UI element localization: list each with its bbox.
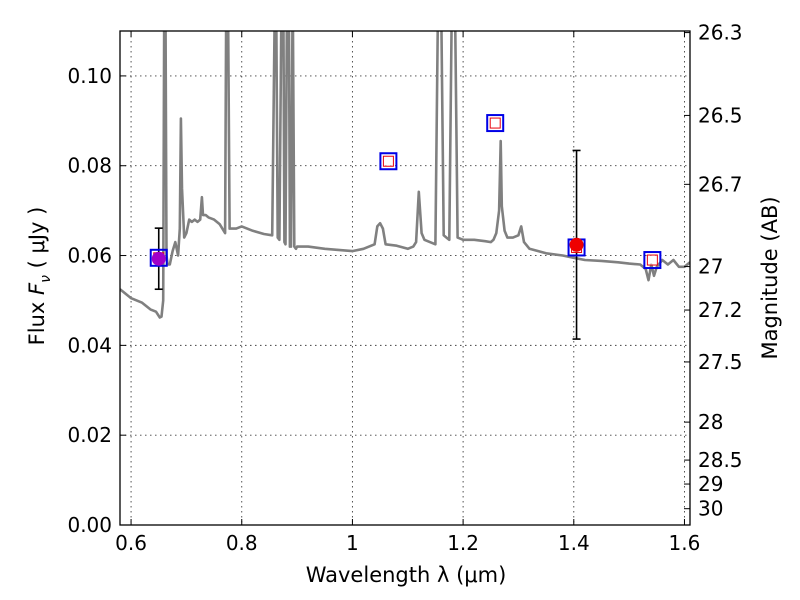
y2-tick-label: 29 [698,472,723,496]
y-axis-ticks: 0.00 0.02 0.04 0.06 0.08 0.10 [67,64,126,537]
y-tick-label: 0.06 [67,244,112,268]
y2-axis-label: Magnitude (AB) [758,196,782,359]
y2-tick-label: 26.7 [698,172,743,196]
observed-photometry-series [151,237,584,266]
y-axis-label-suffix: ( μJy ) [25,207,49,275]
y2-tick-label: 28.5 [698,448,743,472]
synthetic-photometry-point [489,117,501,129]
y2-tick-label: 30 [698,497,723,521]
filter-box-marker [379,152,398,171]
y-tick-label: 0.10 [67,64,112,88]
x-tick-label: 1.2 [447,531,479,555]
y2-tick-label: 26.3 [698,21,743,45]
observed-photometry-point [151,251,166,266]
y-tick-label: 0.08 [67,154,112,178]
y2-tick-label: 27.5 [698,350,743,374]
x-tick-label: 1 [346,531,359,555]
y2-tick-label: 27.2 [698,298,743,322]
x-axis-ticks: 0.6 0.8 1 1.2 1.4 1.6 [115,31,700,555]
filter-box-series [149,114,662,270]
x-tick-label: 0.8 [226,531,258,555]
synthetic-photometry-point [382,155,394,167]
x-tick-label: 0.6 [115,531,147,555]
spectrum-line [120,31,690,319]
y-axis-label-subscript: ν [38,275,54,283]
grid [120,31,690,526]
x-tick-label: 1.6 [669,531,701,555]
synthetic-photometry-point [646,254,658,266]
plot-frame [119,30,691,526]
y-tick-label: 0.02 [67,423,112,447]
filter-box-marker [149,248,168,267]
y-axis-label-symbol: F [25,282,49,295]
y2-tick-label: 28 [698,410,723,434]
y-axis-label-prefix: Flux [25,295,49,345]
y-axis-label: Flux Fν ( μJy ) [25,207,54,346]
y-tick-label: 0.04 [67,333,112,357]
observed-photometry-point [569,237,584,252]
y2-tick-label: 27 [698,255,723,279]
spectrum-series [120,31,690,319]
filter-box-marker [486,114,505,133]
y2-tick-label: 26.5 [698,103,743,127]
x-tick-label: 1.4 [558,531,590,555]
filter-box-marker [643,251,662,270]
errorbar-series [154,149,581,340]
x-axis-label: Wavelength λ (μm) [306,563,507,587]
y-tick-label: 0.00 [67,513,112,537]
